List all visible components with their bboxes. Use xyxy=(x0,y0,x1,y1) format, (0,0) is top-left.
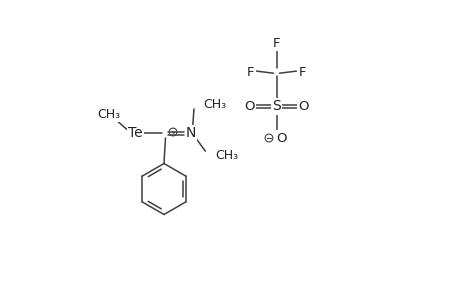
Text: F: F xyxy=(272,37,280,50)
Text: S: S xyxy=(272,100,280,113)
Text: O: O xyxy=(276,131,286,145)
Text: F: F xyxy=(297,65,305,79)
Text: Te: Te xyxy=(128,127,142,140)
Text: CH₃: CH₃ xyxy=(214,148,238,162)
Text: N: N xyxy=(185,127,196,140)
Text: CH₃: CH₃ xyxy=(97,107,120,121)
Text: O: O xyxy=(244,100,254,113)
Text: F: F xyxy=(247,65,254,79)
Text: O: O xyxy=(297,100,308,113)
Text: CH₃: CH₃ xyxy=(202,98,226,112)
